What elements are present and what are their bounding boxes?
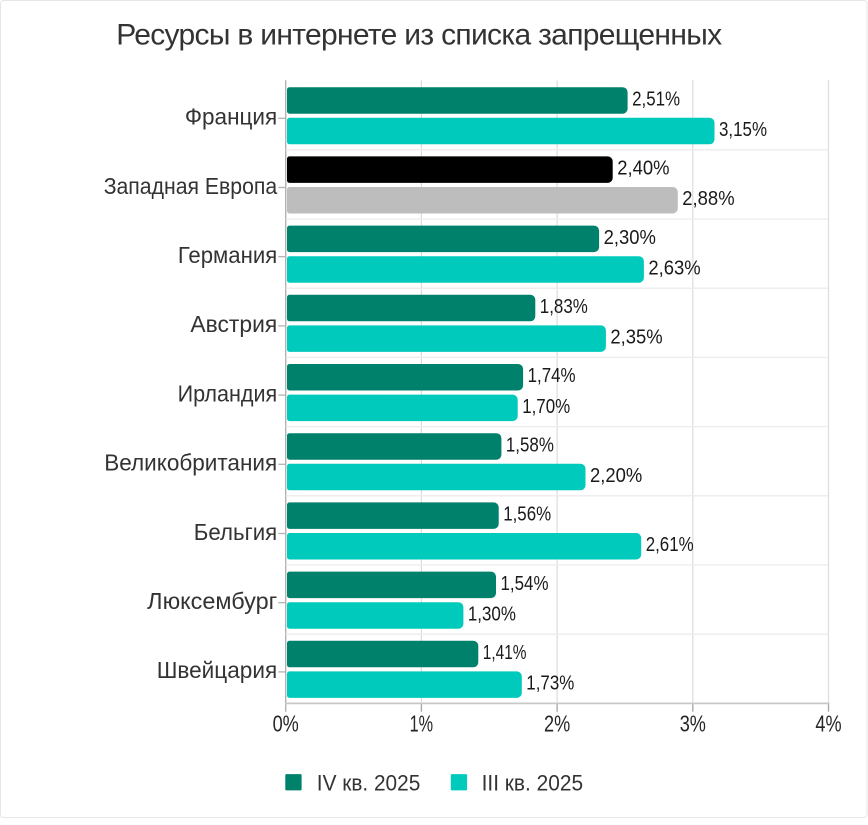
svg-text:1,83%: 1,83%	[540, 296, 588, 318]
svg-text:1,30%: 1,30%	[468, 603, 516, 625]
svg-text:4%: 4%	[815, 711, 841, 737]
svg-text:1,74%: 1,74%	[528, 365, 576, 387]
svg-text:2,20%: 2,20%	[590, 465, 642, 487]
svg-text:Люксембург: Люксембург	[147, 588, 277, 614]
svg-text:IV кв. 2025: IV кв. 2025	[317, 770, 421, 795]
svg-text:2,40%: 2,40%	[617, 158, 669, 180]
svg-text:III кв. 2025: III кв. 2025	[482, 770, 583, 795]
svg-text:Франция: Франция	[185, 104, 277, 130]
svg-text:Ресурсы в интернете из списка: Ресурсы в интернете из списка запрещенны…	[116, 19, 722, 52]
svg-text:3%: 3%	[680, 711, 706, 737]
svg-text:2,88%: 2,88%	[682, 188, 734, 210]
svg-text:3,15%: 3,15%	[719, 119, 767, 141]
svg-text:1,58%: 1,58%	[506, 434, 554, 456]
svg-text:2,51%: 2,51%	[632, 88, 680, 110]
svg-text:Бельгия: Бельгия	[194, 519, 277, 545]
svg-text:1,54%: 1,54%	[501, 573, 549, 595]
svg-text:1,73%: 1,73%	[526, 673, 574, 695]
svg-text:1,41%: 1,41%	[483, 642, 527, 664]
svg-text:2,30%: 2,30%	[604, 227, 656, 249]
svg-text:2,63%: 2,63%	[648, 257, 700, 279]
svg-text:Великобритания: Великобритания	[104, 450, 277, 476]
svg-text:2%: 2%	[544, 711, 570, 737]
svg-text:Австрия: Австрия	[190, 311, 277, 337]
svg-text:Западная Европа: Западная Европа	[104, 173, 278, 199]
svg-text:1%: 1%	[410, 711, 434, 737]
svg-text:1,70%: 1,70%	[522, 396, 570, 418]
svg-text:Германия: Германия	[178, 242, 277, 268]
svg-text:1,56%: 1,56%	[503, 504, 551, 526]
svg-text:Ирландия: Ирландия	[178, 380, 278, 406]
svg-text:2,61%: 2,61%	[646, 534, 694, 556]
svg-text:0%: 0%	[273, 711, 299, 737]
svg-text:Швейцария: Швейцария	[157, 657, 278, 683]
svg-text:2,35%: 2,35%	[610, 327, 662, 349]
